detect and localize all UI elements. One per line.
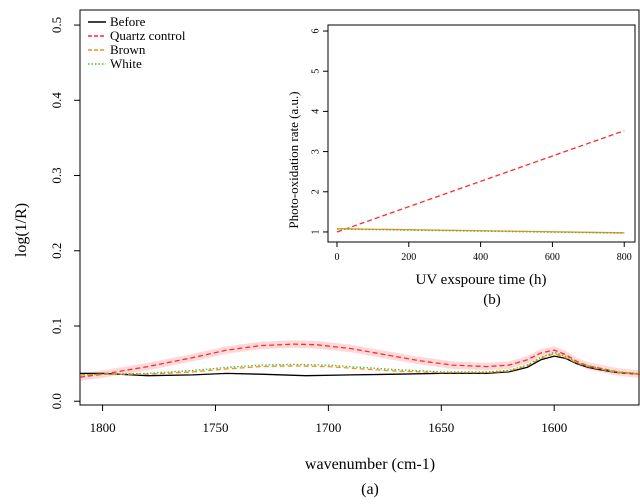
legend-label-3: White [110, 56, 142, 71]
series-line-a-2 [79, 353, 640, 376]
plot-frame-a [79, 9, 640, 406]
x-tick-label-b: 800 [617, 252, 632, 263]
panel-label-a: (a) [361, 481, 379, 498]
x-tick-label-b: 0 [334, 252, 339, 263]
y-tick-label-b: 1 [310, 229, 321, 234]
y-tick-label-a: 0.5 [49, 17, 64, 33]
x-tick-label-a: 1600 [541, 420, 567, 435]
y-tick-label-b: 2 [310, 189, 321, 194]
x-tick-label-a: 1700 [315, 420, 341, 435]
x-tick-label-a: 1650 [428, 420, 454, 435]
x-tick-label-a: 1800 [90, 420, 116, 435]
x-tick-label-b: 600 [545, 252, 560, 263]
plot-frame-b [327, 24, 636, 243]
x-tick-label-b: 400 [473, 252, 488, 263]
x-axis-label-a: wavenumber (cm-1) [305, 456, 435, 473]
series-line-a-0 [80, 355, 640, 377]
series-line-b-0 [336, 130, 625, 233]
y-tick-label-a: 0.2 [49, 243, 64, 259]
y-tick-label-b: 5 [310, 69, 321, 74]
y-axis-label-a: log(1/R) [13, 203, 30, 257]
x-axis-label-b: UV exspoure time (h) [416, 272, 547, 288]
legend-label-1: Quartz control [110, 28, 186, 43]
y-tick-label-b: 3 [310, 149, 321, 154]
series-line-a-1 [79, 343, 640, 378]
legend-label-2: Brown [110, 42, 146, 57]
y-tick-label-a: 0.0 [49, 393, 64, 409]
y-tick-label-b: 4 [310, 109, 321, 114]
y-axis-label-b: Photo-oxidation rate (a.u.) [286, 91, 301, 228]
series-line-a-3 [79, 351, 640, 376]
series-band-a-1 [80, 340, 640, 381]
y-tick-label-a: 0.1 [49, 318, 64, 334]
panel-label-b: (b) [483, 292, 501, 308]
y-tick-label-a: 0.4 [49, 92, 64, 109]
y-tick-label-b: 6 [310, 29, 321, 34]
legend-label-0: Before [110, 14, 146, 29]
x-tick-label-a: 1750 [202, 420, 228, 435]
y-tick-label-a: 0.3 [49, 167, 64, 183]
series-line-b-2 [336, 228, 625, 234]
x-tick-label-b: 200 [401, 252, 416, 263]
